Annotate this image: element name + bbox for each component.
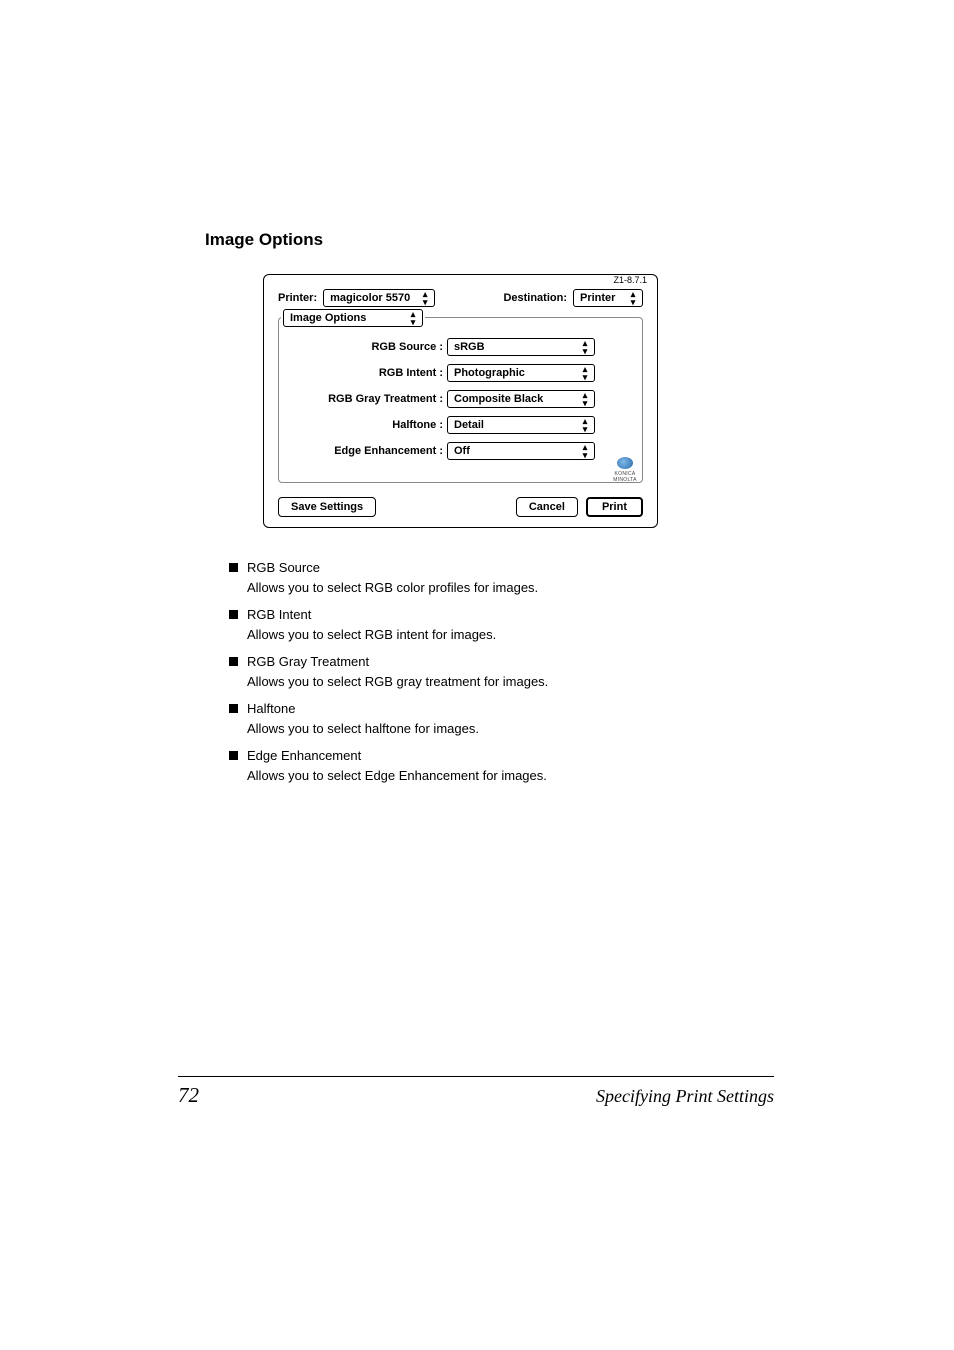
options-group: Image Options ▴▾ RGB Source : sRGB ▴▾ RG… (278, 317, 643, 483)
rgb-gray-label: RGB Gray Treatment : (287, 393, 447, 405)
vendor-brand-text: KONICA MINOLTA (603, 471, 647, 483)
rgb-source-select[interactable]: sRGB ▴▾ (447, 338, 595, 356)
bullet-desc: Allows you to select halftone for images… (247, 719, 765, 739)
page-number: 72 (178, 1083, 199, 1108)
rgb-intent-value: Photographic (454, 367, 525, 379)
bullet-title: Halftone (247, 699, 765, 719)
bullet-title: RGB Source (247, 558, 765, 578)
edge-enhancement-value: Off (454, 445, 470, 457)
printer-select-value: magicolor 5570 (330, 292, 410, 304)
printer-select[interactable]: magicolor 5570 ▴▾ (323, 289, 435, 307)
rgb-gray-select[interactable]: Composite Black ▴▾ (447, 390, 595, 408)
bullet-desc: Allows you to select RGB color profiles … (247, 578, 765, 598)
bullet-desc: Allows you to select Edge Enhancement fo… (247, 766, 765, 786)
globe-icon (617, 457, 633, 469)
destination-select-value: Printer (580, 292, 615, 304)
rgb-intent-select[interactable]: Photographic ▴▾ (447, 364, 595, 382)
updown-icon: ▴▾ (579, 391, 591, 407)
bullet-square-icon (229, 563, 238, 572)
bullet-desc: Allows you to select RGB gray treatment … (247, 672, 765, 692)
rgb-intent-label: RGB Intent : (287, 367, 447, 379)
dialog-version: Z1-8.7.1 (613, 275, 647, 285)
options-description-list: RGB Source Allows you to select RGB colo… (229, 558, 765, 785)
updown-icon: ▴▾ (419, 290, 431, 306)
save-settings-button[interactable]: Save Settings (278, 497, 376, 517)
rgb-gray-value: Composite Black (454, 393, 543, 405)
updown-icon: ▴▾ (627, 290, 639, 306)
rgb-source-value: sRGB (454, 341, 485, 353)
updown-icon: ▴▾ (579, 443, 591, 459)
bullet-title: RGB Intent (247, 605, 765, 625)
updown-icon: ▴▾ (579, 365, 591, 381)
footer-title: Specifying Print Settings (596, 1086, 774, 1107)
section-heading: Image Options (205, 230, 765, 250)
footer-rule (178, 1076, 774, 1077)
bullet-square-icon (229, 610, 238, 619)
updown-icon: ▴▾ (579, 339, 591, 355)
edge-enhancement-select[interactable]: Off ▴▾ (447, 442, 595, 460)
bullet-square-icon (229, 657, 238, 666)
bullet-title: Edge Enhancement (247, 746, 765, 766)
print-button[interactable]: Print (586, 497, 643, 517)
halftone-label: Halftone : (287, 419, 447, 431)
bullet-square-icon (229, 704, 238, 713)
halftone-select[interactable]: Detail ▴▾ (447, 416, 595, 434)
rgb-source-label: RGB Source : (287, 341, 447, 353)
edge-enhancement-label: Edge Enhancement : (287, 445, 447, 457)
updown-icon: ▴▾ (407, 310, 419, 326)
list-item: Halftone Allows you to select halftone f… (229, 699, 765, 738)
bullet-square-icon (229, 751, 238, 760)
panel-select-value: Image Options (290, 312, 366, 324)
destination-select[interactable]: Printer ▴▾ (573, 289, 643, 307)
print-dialog: Z1-8.7.1 Printer: magicolor 5570 ▴▾ Dest… (263, 274, 658, 528)
list-item: RGB Gray Treatment Allows you to select … (229, 652, 765, 691)
list-item: RGB Source Allows you to select RGB colo… (229, 558, 765, 597)
halftone-value: Detail (454, 419, 484, 431)
list-item: RGB Intent Allows you to select RGB inte… (229, 605, 765, 644)
list-item: Edge Enhancement Allows you to select Ed… (229, 746, 765, 785)
page-footer: 72 Specifying Print Settings (178, 1076, 774, 1108)
cancel-button[interactable]: Cancel (516, 497, 578, 517)
printer-label: Printer: (278, 292, 317, 304)
bullet-desc: Allows you to select RGB intent for imag… (247, 625, 765, 645)
bullet-title: RGB Gray Treatment (247, 652, 765, 672)
destination-label: Destination: (503, 292, 567, 304)
updown-icon: ▴▾ (579, 417, 591, 433)
panel-select[interactable]: Image Options ▴▾ (283, 309, 423, 327)
vendor-logo: KONICA MINOLTA (603, 457, 647, 483)
